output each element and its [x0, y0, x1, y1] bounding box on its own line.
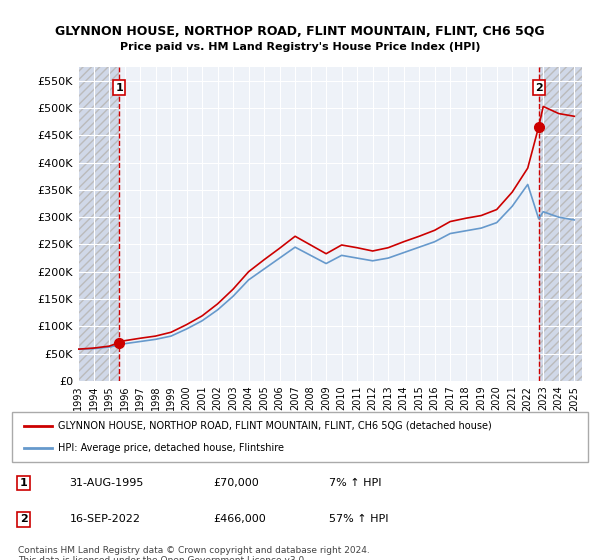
Text: 2: 2: [20, 515, 28, 524]
Text: HPI: Average price, detached house, Flintshire: HPI: Average price, detached house, Flin…: [58, 443, 284, 453]
Text: 57% ↑ HPI: 57% ↑ HPI: [329, 515, 388, 524]
Text: £70,000: £70,000: [214, 478, 259, 488]
Text: Price paid vs. HM Land Registry's House Price Index (HPI): Price paid vs. HM Land Registry's House …: [120, 42, 480, 52]
Text: £466,000: £466,000: [214, 515, 266, 524]
Text: Contains HM Land Registry data © Crown copyright and database right 2024.
This d: Contains HM Land Registry data © Crown c…: [18, 546, 370, 560]
FancyBboxPatch shape: [12, 412, 588, 462]
Text: 31-AUG-1995: 31-AUG-1995: [70, 478, 144, 488]
Text: 7% ↑ HPI: 7% ↑ HPI: [329, 478, 382, 488]
Text: 1: 1: [115, 82, 123, 92]
Text: GLYNNON HOUSE, NORTHOP ROAD, FLINT MOUNTAIN, FLINT, CH6 5QG (detached house): GLYNNON HOUSE, NORTHOP ROAD, FLINT MOUNT…: [58, 421, 492, 431]
Text: 1: 1: [20, 478, 28, 488]
Text: 16-SEP-2022: 16-SEP-2022: [70, 515, 140, 524]
Text: 2: 2: [535, 82, 542, 92]
Text: GLYNNON HOUSE, NORTHOP ROAD, FLINT MOUNTAIN, FLINT, CH6 5QG: GLYNNON HOUSE, NORTHOP ROAD, FLINT MOUNT…: [55, 25, 545, 38]
